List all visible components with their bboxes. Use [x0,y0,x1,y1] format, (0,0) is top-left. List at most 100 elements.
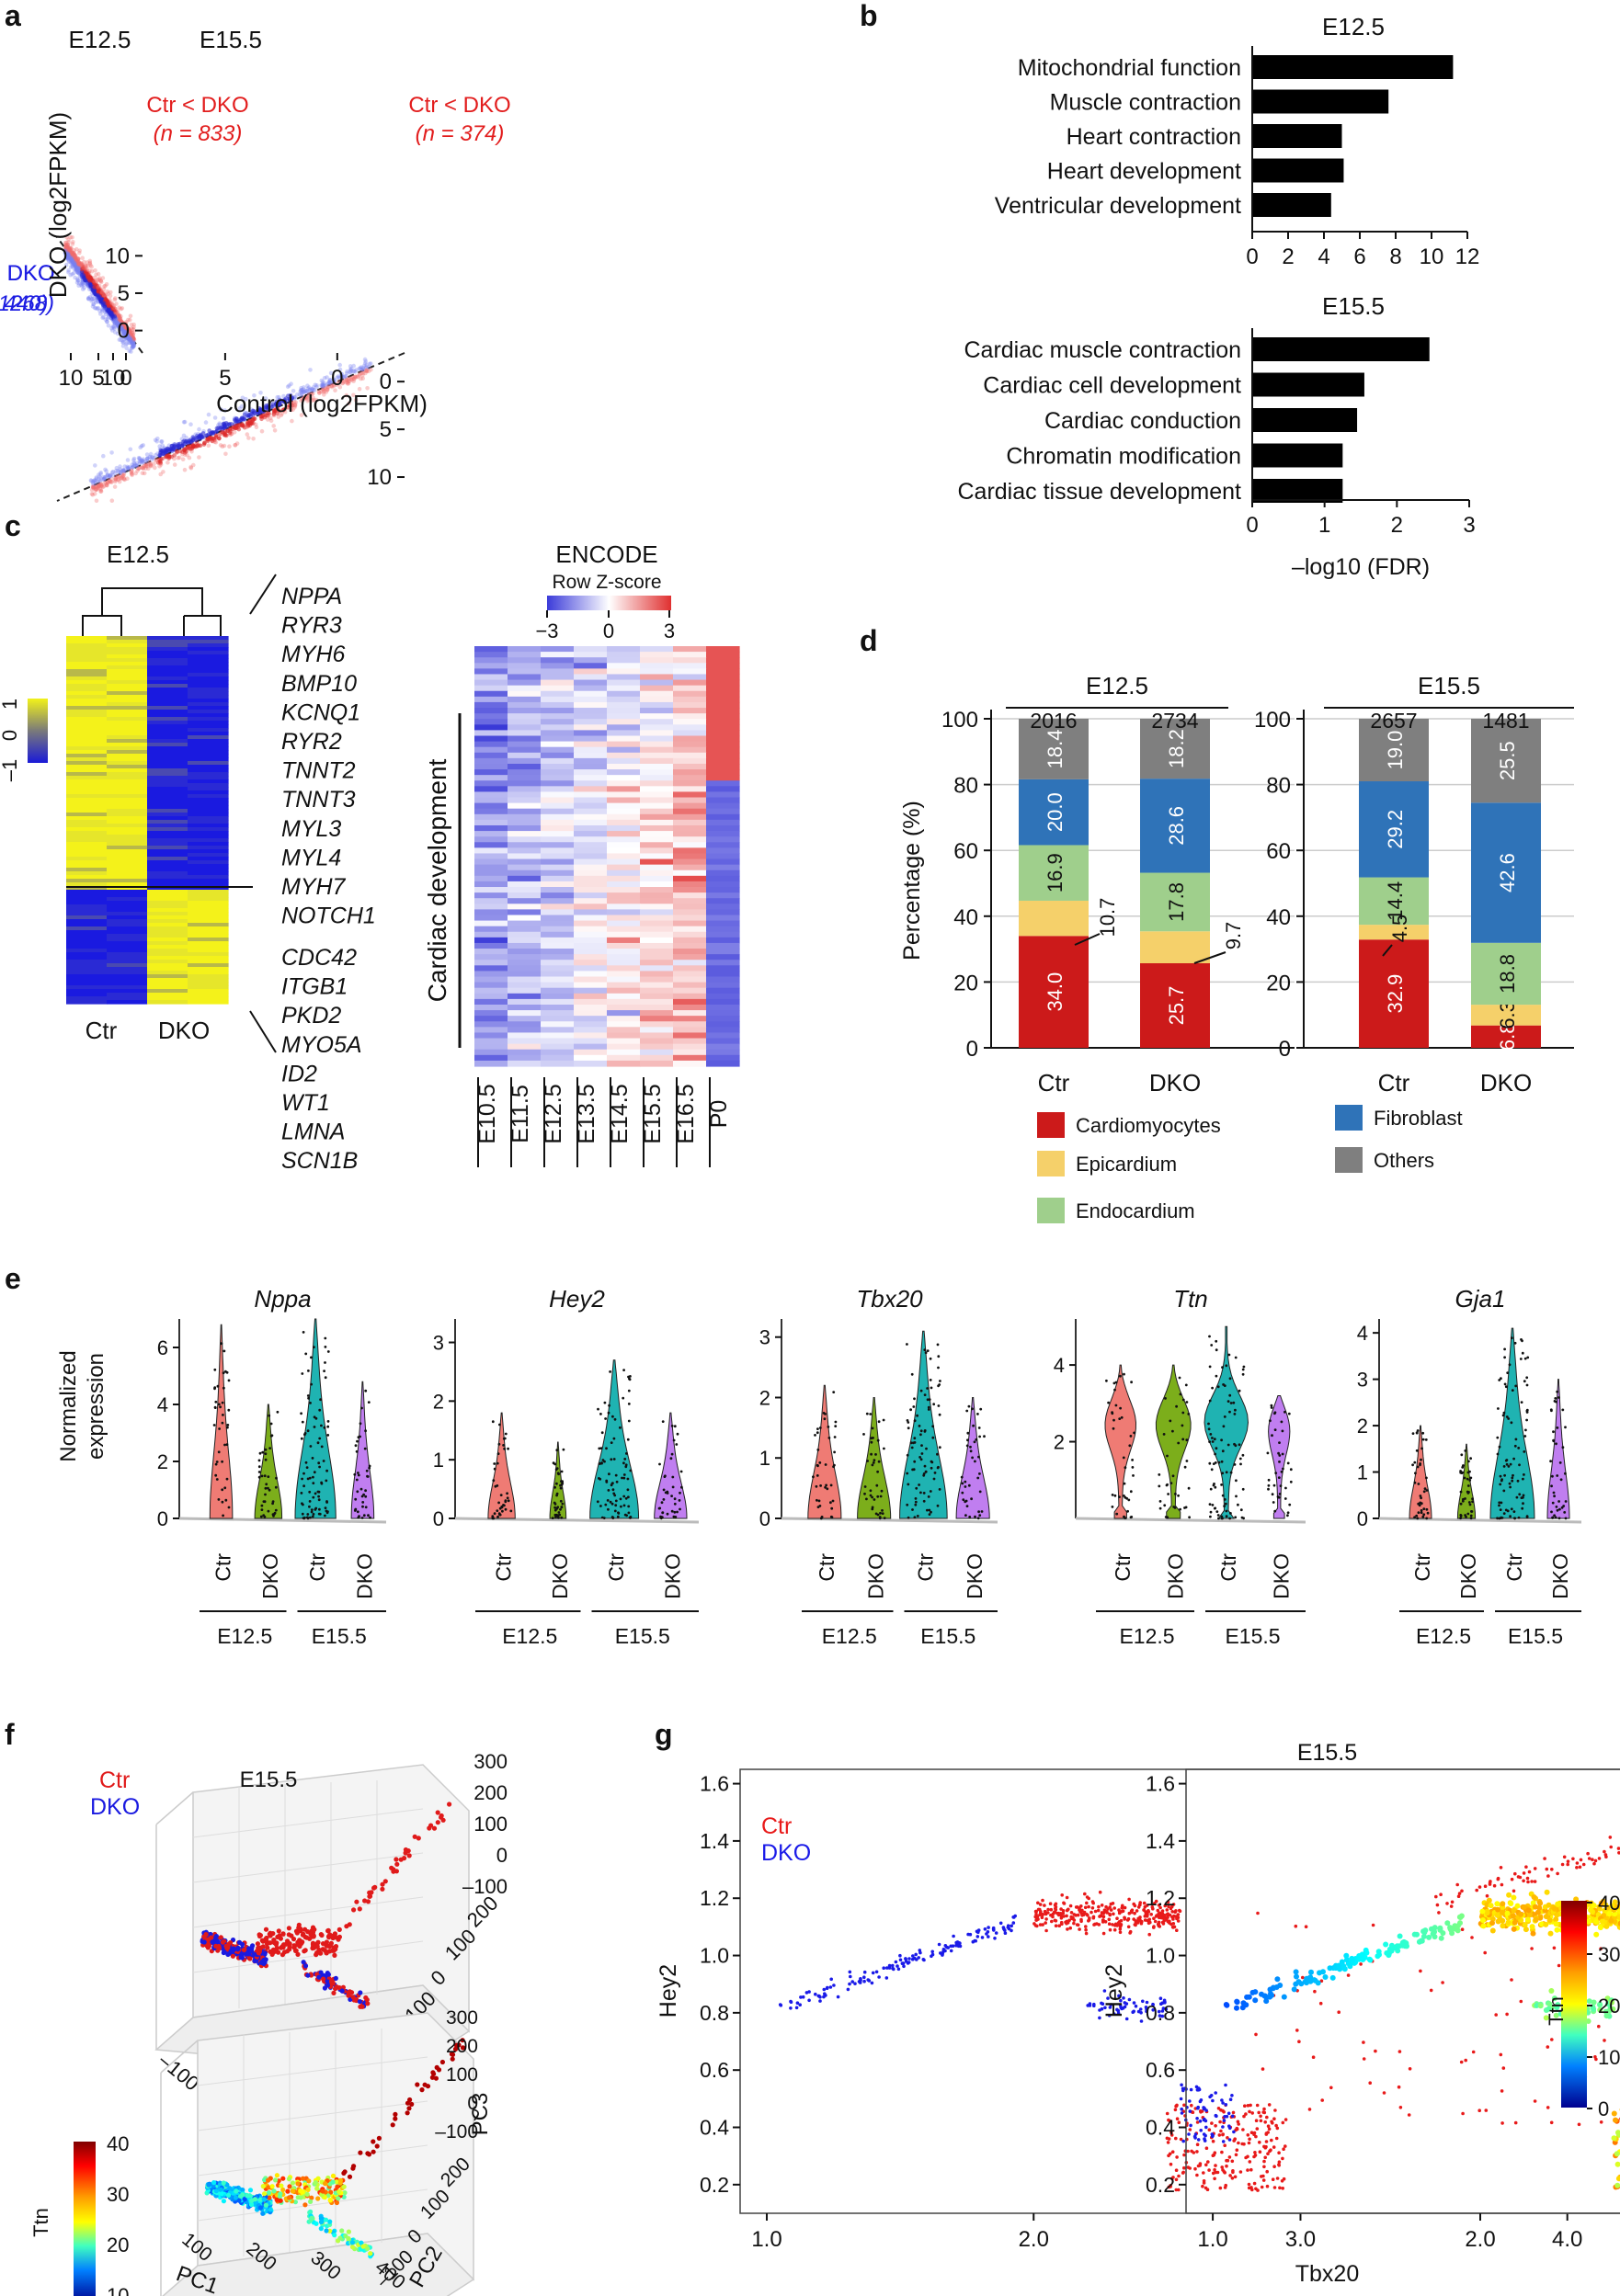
scatter-point [126,336,131,341]
violin-point [221,1421,224,1425]
x-tick-label: 4 [1318,244,1329,269]
violin-point [1500,1516,1503,1519]
violin-point [1233,1413,1237,1415]
heatmap-cell [107,695,148,699]
heatmap-cell [188,673,229,677]
encode-heatmap-cell [640,831,674,837]
violin-point [1271,1493,1274,1496]
scatter-point [120,338,125,343]
encode-heatmap-cell [673,976,707,983]
violin-point [311,1515,314,1518]
encode-heatmap-cell [474,690,508,698]
heatmap-cell [66,746,108,751]
encode-heatmap-cell [474,763,508,770]
encode-heatmap-cell [673,813,707,821]
encode-heatmap-cell [508,976,542,983]
violin-point [1418,1504,1421,1507]
violin-shape [1546,1379,1570,1519]
scatter-point [115,323,120,327]
scatter-point [110,324,115,329]
violin-point [498,1513,502,1517]
violin-point [881,1509,884,1512]
gene-label: NOTCH1 [281,904,376,929]
violin-point [625,1452,628,1455]
encode-heatmap-cell [673,1043,707,1051]
violin-point [500,1506,504,1509]
violin-point [816,1427,819,1430]
violin-point [1503,1473,1506,1477]
heatmap-cell [188,864,229,869]
y-tick-label: 2 [157,1450,168,1473]
encode-heatmap-cell [640,864,674,871]
encode-heatmap-cell [474,898,508,904]
heatmap-cell [188,809,229,813]
scatter-point [369,368,373,372]
encode-heatmap-cell [508,942,542,949]
encode-heatmap-cell [541,904,575,910]
heatmap-cell [147,691,188,696]
violin-point [1559,1478,1563,1482]
violin-point [1505,1415,1509,1418]
scatter-point [103,283,108,289]
encode-heatmap-cell [706,904,740,910]
violin-point [614,1504,618,1507]
encode-heatmap-cell [607,813,641,821]
encode-heatmap-cell [508,813,542,821]
violin-category-label: Ctr [913,1553,937,1582]
violin-point [1187,1413,1191,1415]
scatter-point [122,325,128,331]
y-tick-label: 1 [759,1447,770,1470]
violin-point [301,1420,304,1424]
encode-heatmap-cell [541,696,575,703]
violin-point [831,1499,835,1503]
heatmap-cell [188,680,229,685]
violin-point [911,1508,914,1511]
heatmap-cell [147,757,188,762]
heatmap-cell [147,960,188,964]
violin-point [914,1500,918,1504]
encode-heatmap-cell [474,937,508,944]
violin-point [1215,1339,1218,1343]
scatter-point [245,425,249,430]
encode-heatmap-cell [706,949,740,955]
heatmap-cell [188,643,229,648]
encode-heatmap-cell [508,802,542,810]
violin-point [1414,1472,1417,1475]
heatmap-cell [147,735,188,740]
encode-heatmap-cell [508,937,542,944]
scatter-point [68,246,74,251]
violin-point [354,1507,358,1511]
violin-point [1226,1443,1230,1447]
encode-heatmap-cell [574,887,608,893]
scatter-point [89,265,94,269]
heatmap-cell [147,901,188,905]
violin-point [1557,1517,1561,1520]
scatter-point [72,263,77,268]
scatter-point [75,265,81,269]
violin-point [1133,1431,1135,1435]
heatmap-cell [107,750,148,755]
violin-point [1181,1398,1185,1402]
heatmap-cell [66,938,108,942]
scatter-point [63,250,68,256]
violin-point [978,1435,981,1438]
scatter-point [110,328,115,333]
x-tick-label: 5 [219,366,231,391]
scatter-point [68,254,73,259]
violin-point [881,1512,884,1515]
scatter-point [76,280,82,286]
encode-heatmap-cell [640,965,674,972]
scatter-point [81,265,86,270]
scatter-point [122,329,128,334]
stacked-bar-segment [1019,900,1089,937]
scatter-point [251,437,256,441]
encode-heatmap-cell [673,982,707,989]
violin-point [1241,1372,1245,1376]
encode-heatmap-cell [574,724,608,731]
violin-point [1119,1374,1122,1378]
y-tick-label: 3 [759,1326,770,1349]
encode-heatmap-cell [474,831,508,837]
violin-point [918,1456,921,1459]
violin-point [1105,1379,1108,1382]
encode-heatmap-cell [508,904,542,910]
